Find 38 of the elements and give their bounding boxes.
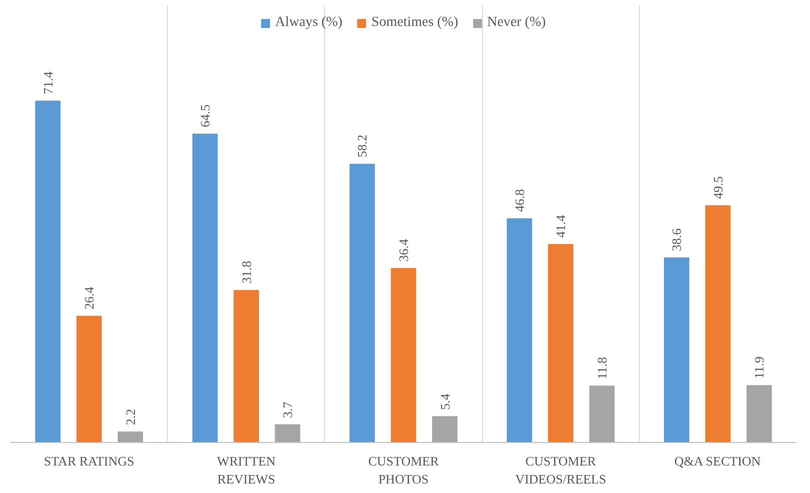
data-label: 64.5	[198, 104, 213, 128]
x-tick-label: Q&A SECTION	[674, 454, 762, 468]
data-label: 58.2	[354, 134, 370, 158]
data-label: 5.4	[437, 393, 452, 410]
data-label: 36.4	[396, 238, 411, 262]
bar	[664, 257, 690, 442]
bar	[390, 268, 416, 442]
legend-label: Sometimes (%)	[371, 15, 458, 31]
data-label: 3.7	[280, 401, 296, 418]
legend-label: Always (%)	[275, 15, 342, 31]
data-label: 11.9	[752, 356, 767, 379]
bar	[705, 205, 731, 442]
bar	[746, 385, 772, 442]
data-label: 2.2	[122, 408, 138, 426]
bar	[506, 218, 532, 442]
data-label: 49.5	[710, 176, 726, 199]
bar	[589, 386, 615, 442]
data-label: 46.8	[512, 189, 527, 212]
x-tick-label: CUSTOMER PHOTOS	[368, 454, 440, 486]
data-label: 71.4	[40, 71, 56, 94]
bar	[548, 244, 574, 442]
bar	[118, 431, 144, 442]
data-label: 31.8	[238, 260, 254, 284]
data-label: 41.4	[553, 214, 568, 238]
bar	[274, 424, 300, 442]
legend-label: Never (%)	[487, 15, 546, 31]
bar	[76, 316, 102, 442]
x-tick-label: STAR RATINGS	[44, 454, 134, 468]
bar	[432, 416, 458, 442]
bar	[192, 134, 218, 442]
bar	[234, 290, 259, 442]
data-label: 11.8	[594, 356, 610, 380]
bar	[35, 100, 61, 442]
data-label: 38.6	[669, 228, 684, 252]
x-tick-label: WRITTEN REVIEWS	[217, 454, 276, 486]
bar	[350, 164, 375, 442]
x-tick-label: CUSTOMER VIDEOS/REELS	[515, 454, 606, 486]
data-label: 26.4	[82, 286, 97, 310]
